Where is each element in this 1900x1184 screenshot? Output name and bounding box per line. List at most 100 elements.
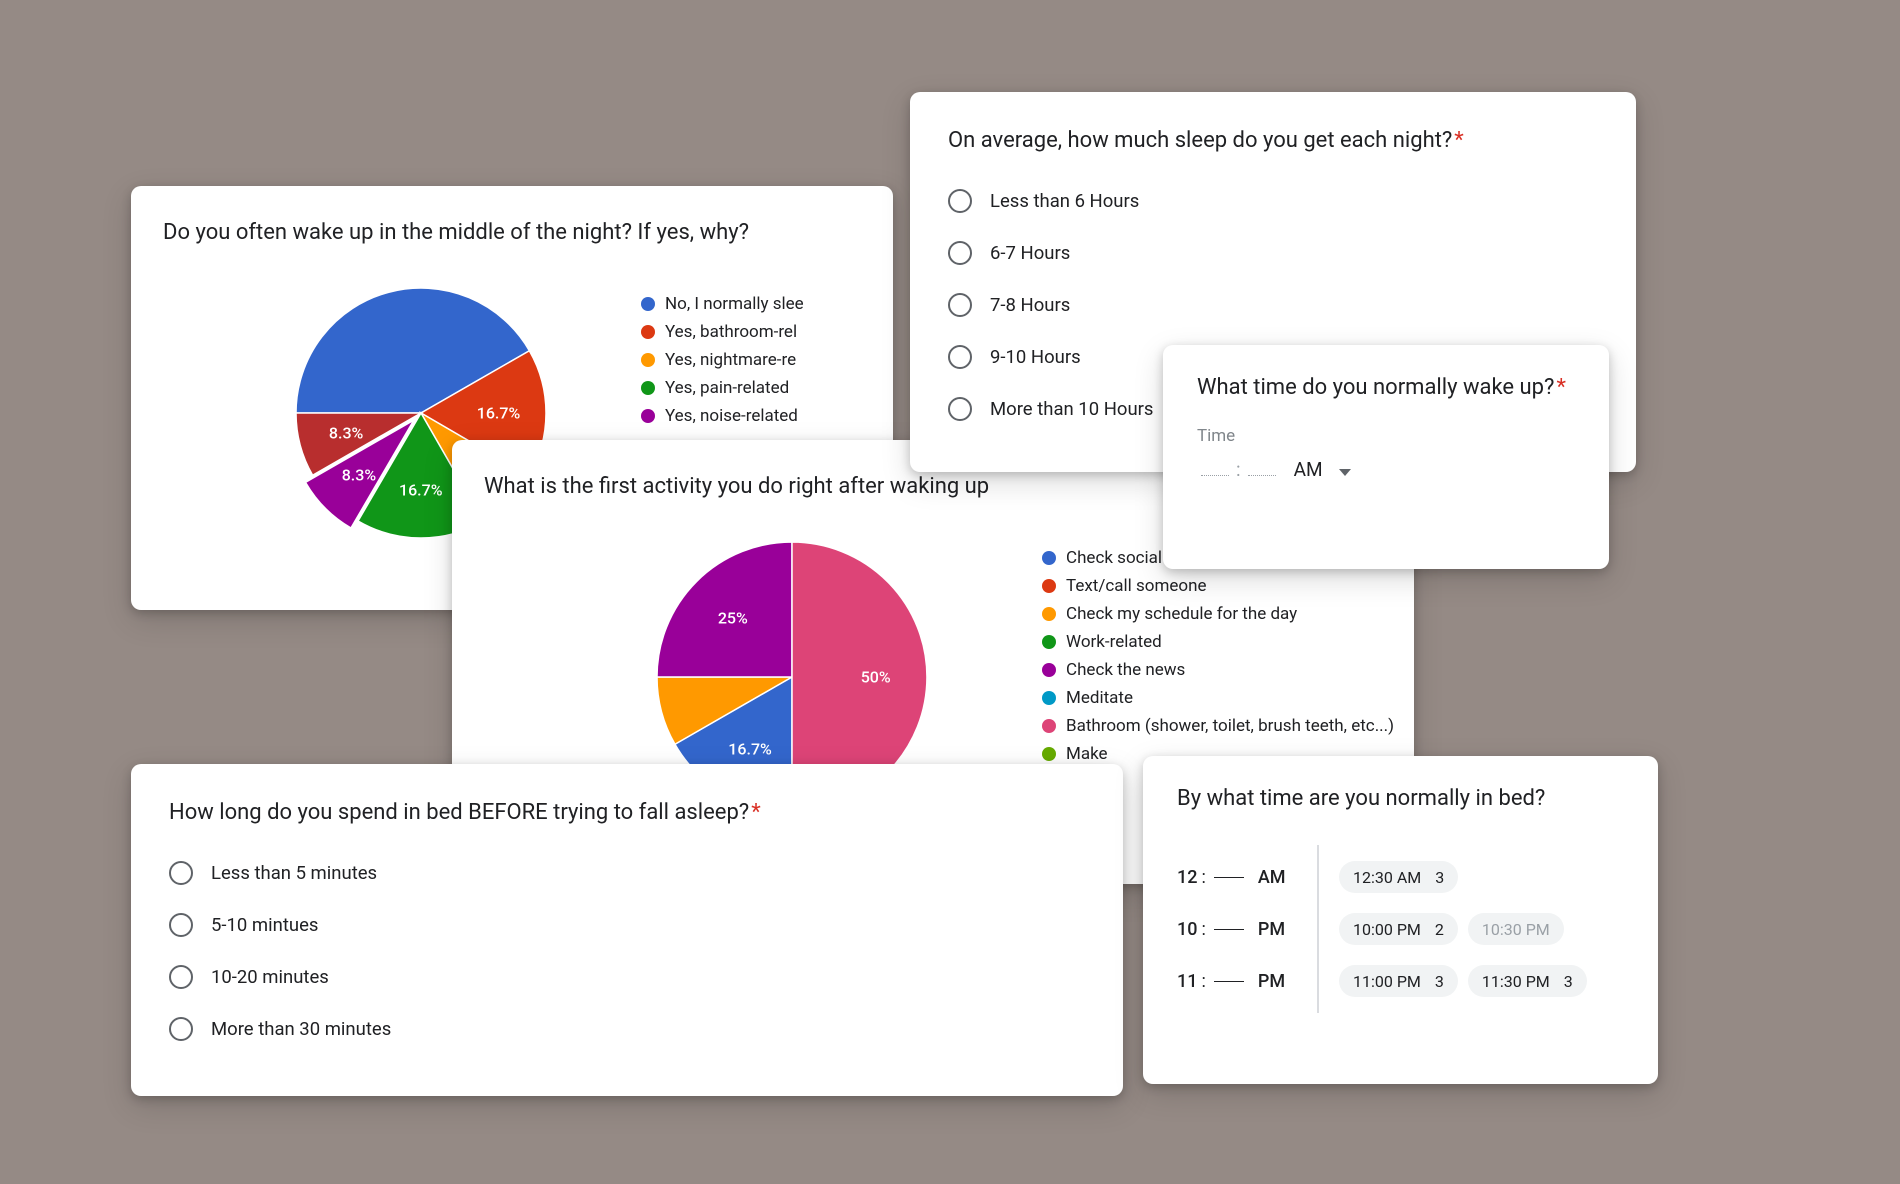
chip-count: 3	[1435, 972, 1444, 991]
time-minute-input[interactable]	[1248, 475, 1276, 476]
pie-slice-label: 8.3%	[329, 423, 363, 442]
chip-time: 10:00 PM	[1353, 920, 1421, 939]
legend-item: Check my schedule for the day	[1042, 601, 1402, 627]
bed-before-options: Less than 5 minutes 5-10 mintues 10-20 min…	[169, 847, 1085, 1055]
legend-item: Yes, pain-related	[641, 375, 901, 401]
legend-label: Yes, pain-related	[665, 375, 789, 401]
required-asterisk: *	[1454, 128, 1463, 153]
legend-label: Yes, noise-related	[665, 403, 798, 429]
bed-before-option-label: 10-20 minutes	[211, 966, 329, 988]
legend-swatch	[641, 353, 655, 367]
sleep-hours-title: On average, how much sleep do you get ea…	[948, 128, 1598, 153]
chip-count: 3	[1435, 868, 1444, 887]
legend-item: No, I normally slee	[641, 291, 901, 317]
ampm-dropdown-icon[interactable]	[1339, 469, 1351, 476]
card-bedtime-results: By what time are you normally in bed? 12…	[1143, 756, 1658, 1084]
time-chip[interactable]: 10:30 PM	[1468, 913, 1564, 945]
legend-label: Check my schedule for the day	[1066, 601, 1297, 627]
legend-label: Work-related	[1066, 629, 1162, 655]
radio-icon[interactable]	[948, 345, 972, 369]
legend-item: Yes, nightmare-re	[641, 347, 901, 373]
legend-swatch	[1042, 719, 1056, 733]
sleep-hours-option-label: 6-7 Hours	[990, 242, 1070, 264]
radio-icon[interactable]	[169, 861, 193, 885]
legend-swatch	[1042, 747, 1056, 761]
chip-time: 10:30 PM	[1482, 920, 1550, 939]
wake-reason-legend: No, I normally sleeYes, bathroom-relYes,…	[641, 289, 901, 431]
bedtime-minute-blank	[1214, 877, 1244, 878]
legend-swatch	[1042, 551, 1056, 565]
radio-icon[interactable]	[948, 241, 972, 265]
bed-before-option[interactable]: More than 30 minutes	[169, 1003, 1085, 1055]
radio-icon[interactable]	[948, 293, 972, 317]
pie-slice-label: 16.7%	[477, 404, 521, 423]
legend-item: Meditate	[1042, 685, 1402, 711]
time-hour-input[interactable]	[1201, 475, 1229, 476]
radio-icon[interactable]	[169, 1017, 193, 1041]
sleep-hours-option[interactable]: 6-7 Hours	[948, 227, 1598, 279]
bed-before-option[interactable]: 10-20 minutes	[169, 951, 1085, 1003]
sleep-hours-option[interactable]: Less than 6 Hours	[948, 175, 1598, 227]
bed-before-option[interactable]: Less than 5 minutes	[169, 847, 1085, 899]
radio-icon[interactable]	[948, 397, 972, 421]
bedtime-chip-row: 11:00 PM 3 11:30 PM 3	[1339, 955, 1597, 1007]
bedtime-chip-row: 10:00 PM2 10:30 PM	[1339, 903, 1597, 955]
sleep-hours-option-label: 7-8 Hours	[990, 294, 1070, 316]
card-bed-before: How long do you spend in bed BEFORE tryi…	[131, 764, 1123, 1096]
legend-item: Yes, noise-related	[641, 403, 901, 429]
legend-item: Text/call someone	[1042, 573, 1402, 599]
bedtime-hour-row: 12:AM	[1177, 851, 1297, 903]
legend-swatch	[1042, 635, 1056, 649]
time-label: Time	[1197, 426, 1575, 446]
bedtime-hour-row: 10:PM	[1177, 903, 1297, 955]
bed-before-option-label: More than 30 minutes	[211, 1018, 391, 1040]
legend-swatch	[1042, 579, 1056, 593]
bedtime-minute-blank	[1214, 981, 1244, 982]
chip-time: 11:30 PM	[1482, 972, 1550, 991]
pie-slice-label: 25%	[718, 608, 748, 627]
radio-icon[interactable]	[169, 965, 193, 989]
bedtime-hour: 12	[1177, 867, 1197, 888]
legend-swatch	[1042, 663, 1056, 677]
time-ampm-value[interactable]: AM	[1294, 458, 1323, 481]
bedtime-ampm: PM	[1258, 971, 1285, 992]
bed-before-option-label: Less than 5 minutes	[211, 862, 377, 884]
legend-label: No, I normally slee	[665, 291, 804, 317]
legend-swatch	[641, 297, 655, 311]
time-chip[interactable]: 11:30 PM 3	[1468, 965, 1587, 997]
legend-item: Bathroom (shower, toilet, brush teeth, e…	[1042, 713, 1402, 739]
required-asterisk: *	[751, 800, 760, 825]
legend-label: Check the news	[1066, 657, 1185, 683]
sleep-hours-option[interactable]: 7-8 Hours	[948, 279, 1598, 331]
chip-count: 3	[1564, 972, 1573, 991]
pie-slice-label: 16.7%	[399, 481, 443, 500]
bed-before-option[interactable]: 5-10 mintues	[169, 899, 1085, 951]
sleep-hours-option-label: Less than 6 Hours	[990, 190, 1139, 212]
radio-icon[interactable]	[169, 913, 193, 937]
chip-time: 12:30 AM	[1353, 868, 1421, 887]
bedtime-ampm: AM	[1258, 867, 1286, 888]
bedtime-hour: 11	[1177, 971, 1197, 992]
time-chip[interactable]: 11:00 PM 3	[1339, 965, 1458, 997]
time-chip[interactable]: 10:00 PM2	[1339, 913, 1458, 945]
pie-slice-label: 16.7%	[728, 740, 772, 759]
legend-swatch	[641, 381, 655, 395]
wake-reason-title: Do you often wake up in the middle of th…	[163, 220, 861, 245]
divider	[1317, 845, 1319, 1013]
bedtime-chip-row: 12:30 AM 3	[1339, 851, 1597, 903]
bed-before-option-label: 5-10 mintues	[211, 914, 318, 936]
legend-label: Yes, bathroom-rel	[665, 319, 797, 345]
bedtime-hour: 10	[1177, 919, 1197, 940]
chip-time: 11:00 PM	[1353, 972, 1421, 991]
time-input-row[interactable]: : AM	[1197, 458, 1575, 481]
sleep-hours-option-label: 9-10 Hours	[990, 346, 1081, 368]
legend-label: Meditate	[1066, 685, 1133, 711]
legend-label: Yes, nightmare-re	[665, 347, 796, 373]
legend-label: Text/call someone	[1066, 573, 1206, 599]
time-chip[interactable]: 12:30 AM 3	[1339, 861, 1458, 893]
legend-swatch	[1042, 607, 1056, 621]
bed-before-title: How long do you spend in bed BEFORE tryi…	[169, 800, 1085, 825]
wake-time-title: What time do you normally wake up?*	[1197, 375, 1575, 400]
radio-icon[interactable]	[948, 189, 972, 213]
sleep-hours-option-label: More than 10 Hours	[990, 398, 1153, 420]
